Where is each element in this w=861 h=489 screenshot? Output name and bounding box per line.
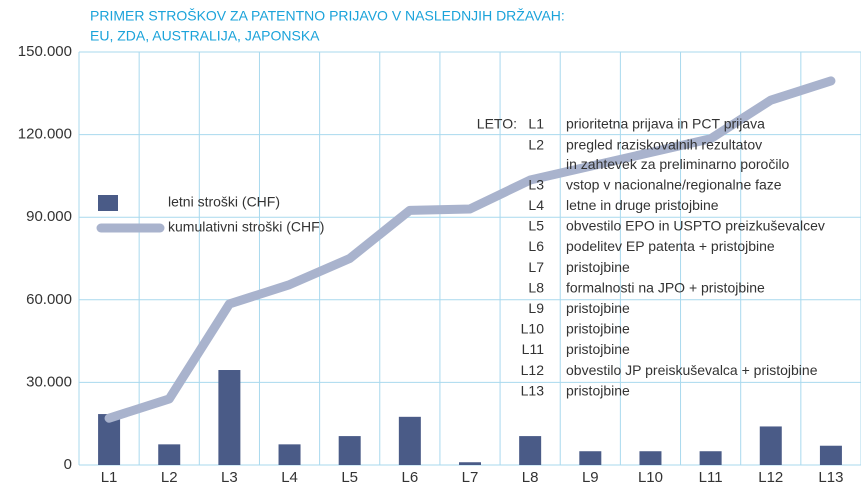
bar bbox=[158, 444, 181, 465]
x-tick-label: L9 bbox=[582, 469, 599, 486]
y-tick-label: 90.000 bbox=[26, 208, 72, 225]
legend-label: letni stroški (CHF) bbox=[168, 194, 280, 210]
y-tick-label: 30.000 bbox=[26, 373, 72, 390]
x-tick-label: L2 bbox=[161, 469, 178, 486]
bar bbox=[218, 370, 241, 465]
bar bbox=[459, 462, 481, 465]
note-text: pristojbine bbox=[566, 259, 630, 275]
bar bbox=[699, 451, 722, 465]
bar bbox=[519, 436, 542, 465]
note-text: pristojbine bbox=[566, 321, 630, 337]
bar bbox=[338, 436, 361, 465]
note-code: L10 bbox=[521, 321, 545, 337]
note-code: L7 bbox=[528, 259, 544, 275]
chart-title: PRIMER STROŠKOV ZA PATENTNO PRIJAVO V NA… bbox=[90, 8, 565, 24]
legend-label: kumulativni stroški (CHF) bbox=[168, 219, 324, 235]
bar bbox=[639, 451, 662, 465]
note-code: L9 bbox=[528, 300, 544, 316]
x-tick-label: L5 bbox=[341, 469, 358, 486]
note-text: prioritetna prijava in PCT prijava bbox=[566, 116, 765, 132]
chart-title: EU, ZDA, AUSTRALIJA, JAPONSKA bbox=[90, 28, 320, 44]
note-text: obvestilo JP preiskuševalca + pristojbin… bbox=[566, 362, 818, 378]
note-text: letne in druge pristojbine bbox=[566, 197, 719, 213]
note-code: L2 bbox=[528, 136, 544, 152]
bar bbox=[579, 451, 602, 465]
note-text: pristojbine bbox=[566, 300, 630, 316]
note-code: L6 bbox=[528, 238, 544, 254]
x-tick-label: L1 bbox=[101, 469, 118, 486]
x-tick-label: L7 bbox=[462, 469, 479, 486]
x-tick-label: L12 bbox=[758, 469, 783, 486]
x-tick-label: L6 bbox=[402, 469, 419, 486]
y-tick-label: 120.000 bbox=[18, 126, 72, 143]
x-tick-label: L10 bbox=[638, 469, 663, 486]
bar bbox=[398, 416, 421, 465]
notes-label: LETO: bbox=[477, 116, 517, 132]
note-text: vstop v nacionalne/regionalne faze bbox=[566, 176, 782, 192]
note-code: L4 bbox=[528, 197, 544, 213]
note-code: L8 bbox=[528, 279, 544, 295]
y-tick-label: 0 bbox=[64, 456, 72, 473]
line bbox=[104, 76, 836, 423]
bar bbox=[98, 414, 121, 465]
x-tick-label: L11 bbox=[699, 469, 723, 486]
bar bbox=[819, 445, 842, 465]
note-code: L3 bbox=[528, 176, 544, 192]
legend-swatch bbox=[98, 195, 118, 211]
note-text: obvestilo EPO in USPTO preizkuševalcev bbox=[566, 218, 825, 234]
y-tick-label: 150.000 bbox=[18, 43, 72, 60]
note-code: L11 bbox=[522, 341, 545, 357]
note-text: pristojbine bbox=[566, 341, 630, 357]
note-text: pristojbine bbox=[566, 382, 630, 398]
bar bbox=[278, 444, 301, 465]
bar bbox=[759, 426, 782, 465]
note-code: L1 bbox=[528, 116, 544, 132]
note-code: L5 bbox=[528, 218, 544, 234]
y-tick-label: 60.000 bbox=[26, 291, 72, 308]
x-tick-label: L8 bbox=[522, 469, 539, 486]
note-text: in zahtevek za preliminarno poročilo bbox=[566, 156, 790, 172]
note-text: formalnosti na JPO + pristojbine bbox=[566, 279, 765, 295]
x-tick-label: L3 bbox=[221, 469, 238, 486]
note-text: podelitev EP patenta + pristojbine bbox=[566, 238, 775, 254]
x-tick-label: L4 bbox=[281, 469, 298, 486]
note-code: L12 bbox=[521, 362, 545, 378]
note-text: pregled raziskovalnih rezultatov bbox=[566, 136, 762, 152]
x-tick-label: L13 bbox=[818, 469, 843, 486]
note-code: L13 bbox=[521, 382, 545, 398]
